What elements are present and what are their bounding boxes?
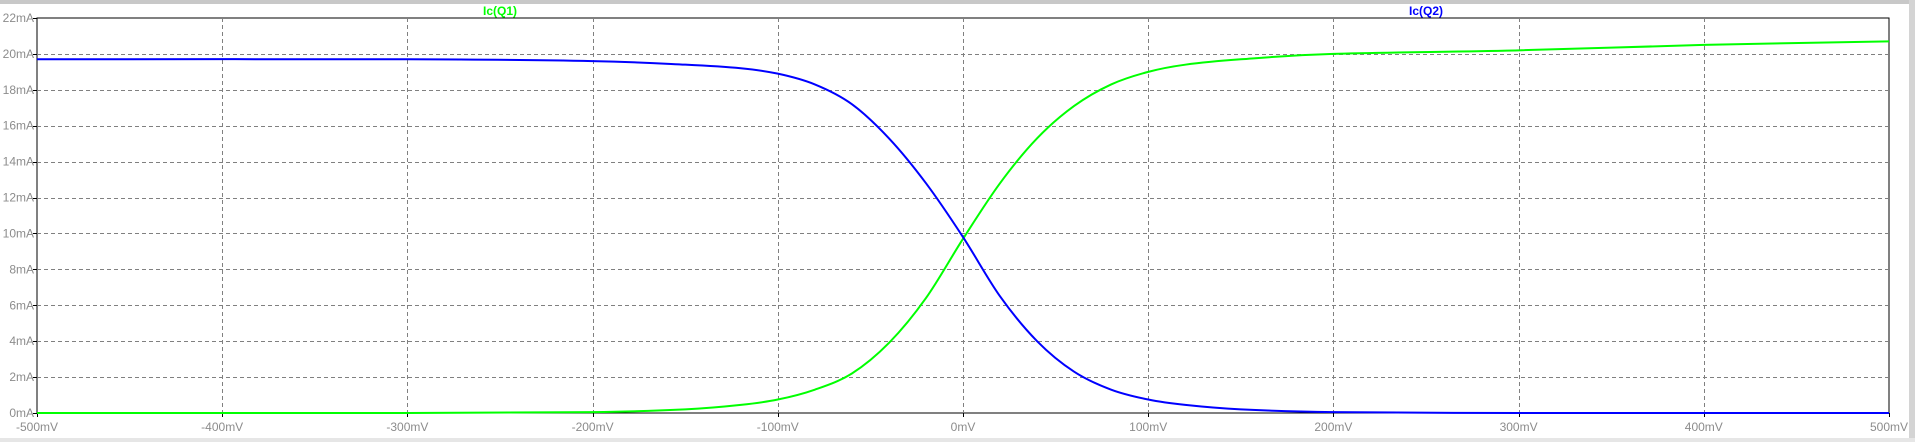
y-tick-label: 10mA bbox=[3, 226, 34, 240]
series-lines bbox=[36, 40, 1890, 415]
x-tick-label: 400mV bbox=[1685, 420, 1723, 434]
window-bottom-edge bbox=[0, 438, 1915, 442]
x-tick-label: -100mV bbox=[757, 420, 799, 434]
window-top-strip bbox=[0, 0, 1915, 4]
y-tick-label: 8mA bbox=[9, 262, 34, 276]
y-tick-label: 2mA bbox=[9, 370, 34, 384]
legend: Ic(Q1) Ic(Q2) bbox=[483, 4, 1443, 18]
series-line-ic-q1[interactable] bbox=[36, 40, 1890, 415]
grid-lines bbox=[37, 18, 1889, 413]
x-tick-label: -500mV bbox=[16, 420, 58, 434]
axis-ticks: -500mV -400mV -300mV -200mV -100mV 0mV 100mV 20… bbox=[3, 11, 1908, 434]
window-right-edge bbox=[1909, 0, 1915, 442]
y-tick-label: 4mA bbox=[9, 334, 34, 348]
x-tick-label: 100mV bbox=[1129, 420, 1167, 434]
legend-entry[interactable]: Ic(Q2) bbox=[1409, 4, 1443, 18]
y-tick-label: 22mA bbox=[3, 11, 34, 25]
y-tick-label: 0mA bbox=[9, 406, 34, 420]
y-tick-label: 6mA bbox=[9, 298, 34, 312]
y-tick-label: 18mA bbox=[3, 83, 34, 97]
x-tick-label: 500mV bbox=[1870, 420, 1908, 434]
series-line-ic-q2[interactable] bbox=[36, 58, 1889, 415]
y-tick-label: 16mA bbox=[3, 119, 34, 133]
x-tick-label: 300mV bbox=[1500, 420, 1538, 434]
x-tick-label: 0mV bbox=[951, 420, 976, 434]
x-tick-label: -300mV bbox=[386, 420, 428, 434]
x-tick-label: -400mV bbox=[201, 420, 243, 434]
y-tick-label: 12mA bbox=[3, 191, 34, 205]
y-tick-label: 14mA bbox=[3, 155, 34, 169]
x-tick-label: 200mV bbox=[1314, 420, 1352, 434]
legend-entry[interactable]: Ic(Q1) bbox=[483, 4, 517, 18]
x-tick-label: -200mV bbox=[572, 420, 614, 434]
y-tick-label: 20mA bbox=[3, 47, 34, 61]
